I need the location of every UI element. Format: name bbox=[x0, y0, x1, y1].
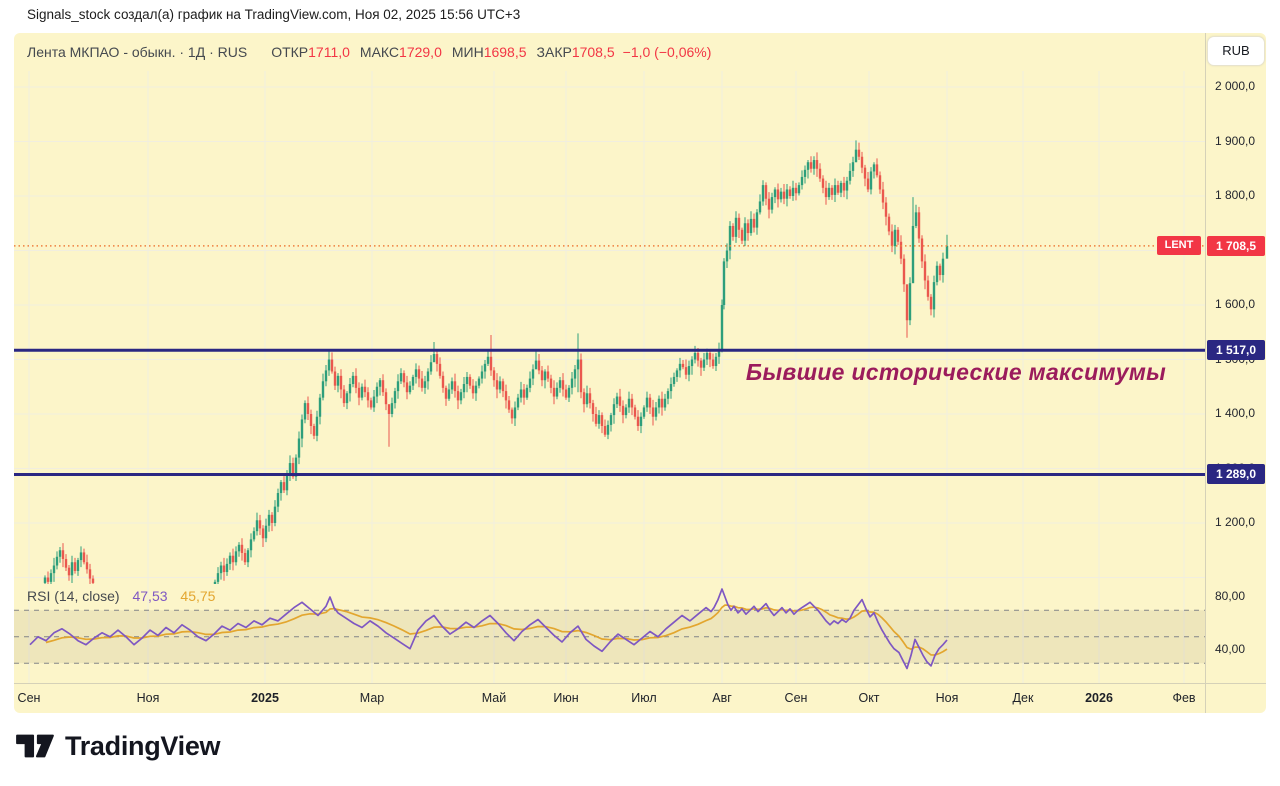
time-axis[interactable]: Сен Ноя 2025 Мар Май Июн Июл Авг Сен Окт Ноя Дек 202… bbox=[14, 683, 1266, 714]
time-tick: Фев bbox=[1172, 691, 1196, 705]
symbol-title[interactable]: Лента МКПАО - обыкн. · 1Д · RUS bbox=[27, 44, 248, 60]
price-axis-label: 1 400,0 bbox=[1215, 406, 1256, 420]
rsi-title[interactable]: RSI (14, close) bbox=[27, 588, 120, 604]
rsi-value: 47,53 bbox=[132, 588, 168, 604]
rsi-ma-value: 45,75 bbox=[180, 588, 216, 604]
chart-annotation[interactable]: Бывшие исторические максимумы bbox=[745, 359, 1167, 385]
chart-legend[interactable]: Лента МКПАО - обыкн. · 1Д · RUS ОТКР1711,… bbox=[27, 33, 711, 71]
chart-pane[interactable] bbox=[14, 33, 1266, 713]
close-label: ЗАКР bbox=[536, 44, 572, 60]
candles-2024 bbox=[43, 543, 95, 584]
price-axis-label: 2 000,0 bbox=[1215, 79, 1256, 93]
change-value: −1,0 (−0,06%) bbox=[622, 44, 712, 60]
time-tick: Ноя bbox=[136, 691, 160, 705]
price-axis-label: 1 600,0 bbox=[1215, 297, 1256, 311]
price-axis-label: 1 800,0 bbox=[1215, 188, 1256, 202]
close-value: 1708,5 bbox=[571, 44, 615, 60]
time-tick: 2026 bbox=[1085, 691, 1113, 705]
price-axis[interactable]: 2 000,01 900,01 800,01 600,01 500,01 400… bbox=[1205, 33, 1267, 713]
level-price-badge: 1 289,0 bbox=[1207, 464, 1265, 485]
time-tick: Май bbox=[481, 691, 507, 705]
tradingview-logo-icon bbox=[16, 734, 54, 758]
low-value: 1698,5 bbox=[483, 44, 527, 60]
open-label: ОТКР bbox=[271, 44, 309, 60]
rsi-legend[interactable]: RSI (14, close) 47,53 45,75 bbox=[27, 588, 215, 604]
rsi-axis-label: 80,00 bbox=[1215, 589, 1246, 603]
low-label: МИН bbox=[451, 44, 484, 60]
rsi-line bbox=[29, 588, 948, 670]
currency-button[interactable]: RUB bbox=[1207, 36, 1265, 66]
rsi-axis-label: 40,00 bbox=[1215, 642, 1246, 656]
open-value: 1711,0 bbox=[308, 44, 350, 60]
gridlines bbox=[14, 71, 1205, 683]
time-tick: Июн bbox=[553, 691, 579, 705]
time-tick: 2025 bbox=[251, 691, 279, 705]
high-value: 1729,0 bbox=[399, 44, 442, 60]
time-tick: Мар bbox=[359, 691, 385, 705]
tradingview-logo-text: TradingView bbox=[65, 730, 221, 761]
time-tick: Сен bbox=[784, 691, 808, 705]
last-price-badge: 1 708,5 bbox=[1207, 235, 1265, 256]
price-axis-label: 1 200,0 bbox=[1215, 515, 1256, 529]
time-tick: Дек bbox=[1012, 691, 1034, 705]
tradingview-logo[interactable]: TradingView bbox=[14, 729, 221, 763]
attribution-text: Signals_stock создал(а) график на Tradin… bbox=[27, 7, 521, 22]
price-axis-label: 1 900,0 bbox=[1215, 133, 1256, 148]
level-price-badge: 1 517,0 bbox=[1207, 340, 1265, 361]
symbol-price-label: LENT bbox=[1157, 236, 1201, 256]
time-tick: Авг bbox=[712, 691, 732, 705]
tradingview-chart-widget: Лента МКПАО - обыкн. · 1Д · RUS ОТКР1711,… bbox=[14, 33, 1266, 713]
candles-2025 bbox=[213, 140, 949, 584]
time-tick: Июл bbox=[631, 691, 657, 705]
time-tick: Ноя bbox=[935, 691, 959, 705]
high-label: МАКС bbox=[359, 44, 400, 60]
time-tick: Сен bbox=[17, 691, 41, 705]
time-tick: Окт bbox=[858, 691, 880, 705]
